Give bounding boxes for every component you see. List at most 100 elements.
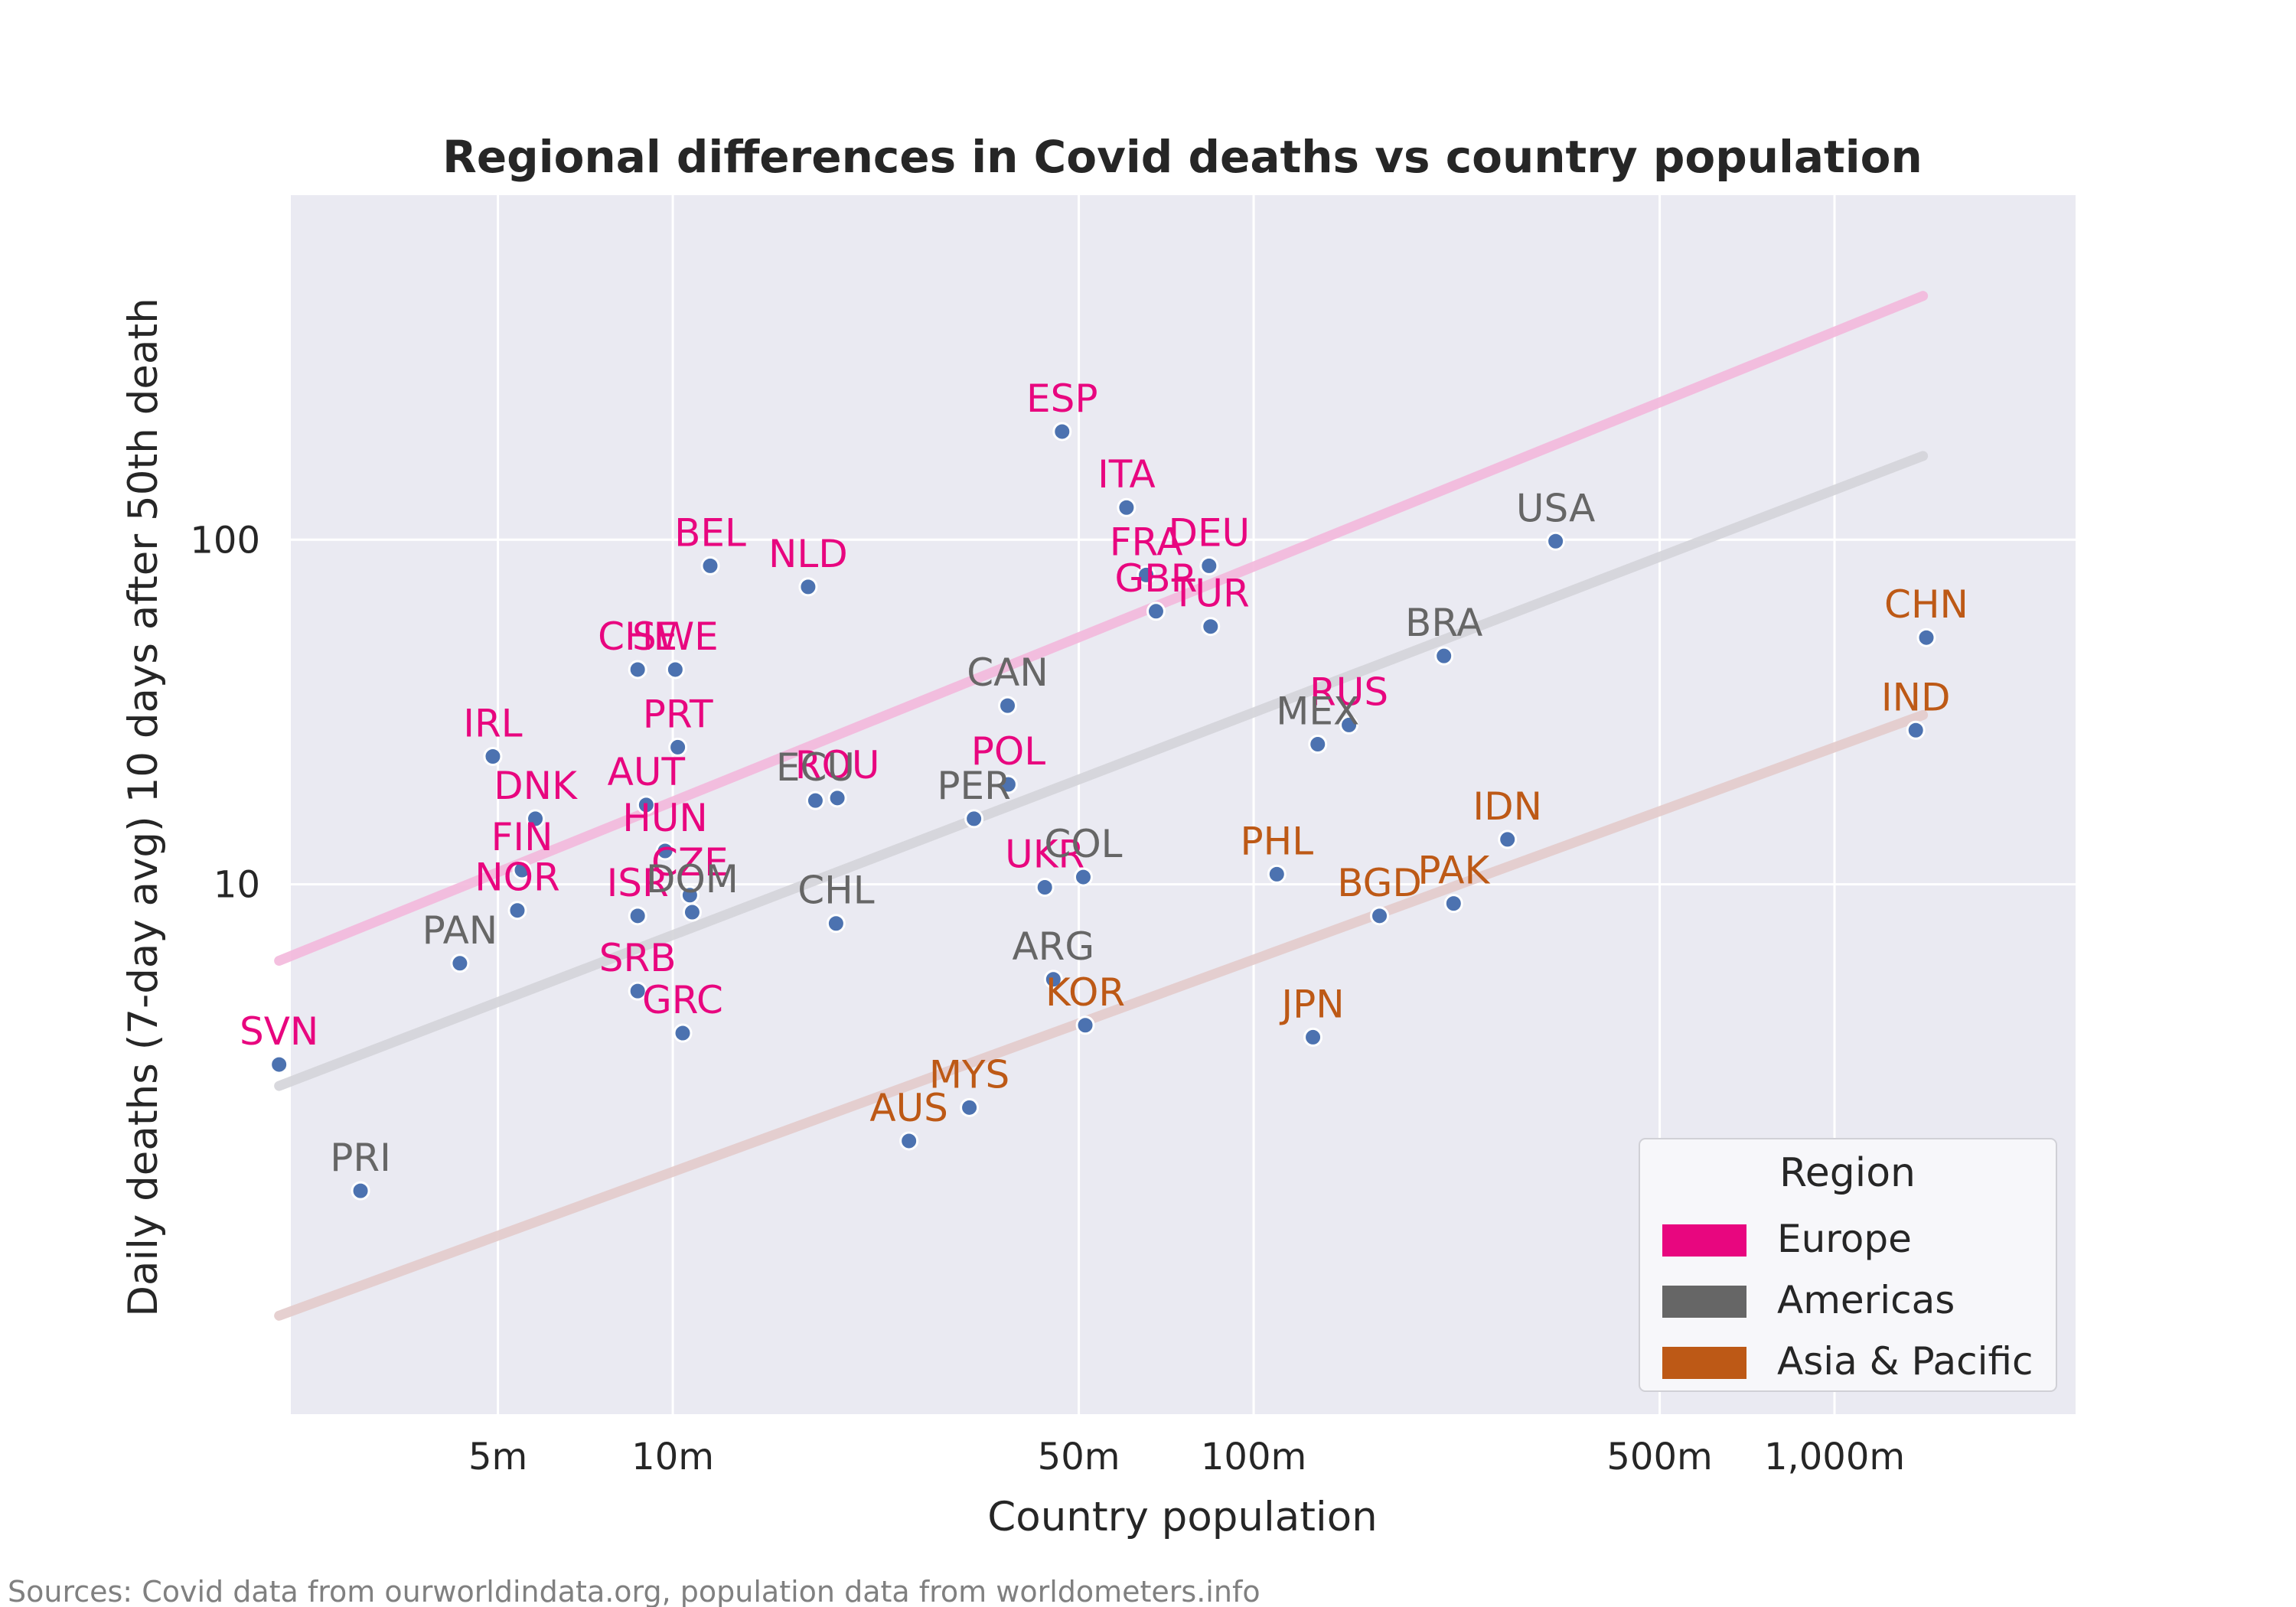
legend-entries: Europe Americas Asia & Pacific — [1662, 1217, 2033, 1384]
point-label-swe: SWE — [632, 614, 719, 659]
legend-title: Region — [1779, 1150, 1916, 1196]
point-label-grc: GRC — [642, 978, 723, 1022]
point-label-mys: MYS — [929, 1052, 1009, 1097]
data-point-nor — [507, 901, 527, 921]
chart-title: Regional differences in Covid deaths vs … — [442, 131, 1923, 183]
source-note: Sources: Covid data from ourworldindata.… — [8, 1575, 1261, 1607]
point-label-mex: MEX — [1276, 689, 1359, 734]
data-point-hun — [655, 841, 675, 861]
data-point-fra — [1137, 565, 1156, 585]
point-label-aus: AUS — [869, 1086, 948, 1130]
trend-lines — [274, 291, 1929, 1321]
legend-swatch-europe — [1662, 1224, 1746, 1257]
data-point-fin — [512, 860, 532, 880]
data-point-aut — [636, 795, 656, 815]
y-tick-label-10: 10 — [214, 864, 260, 907]
point-label-arg: ARG — [1012, 924, 1094, 969]
data-point-prt — [668, 737, 688, 757]
data-point-esp — [1052, 422, 1072, 442]
data-point-pak — [1443, 894, 1463, 914]
point-label-jpn: JPN — [1279, 982, 1344, 1026]
data-point-bra — [1434, 646, 1454, 666]
point-label-kor: KOR — [1045, 970, 1125, 1015]
point-label-fin: FIN — [491, 815, 553, 859]
point-label-ecu: ECU — [776, 745, 855, 790]
trend-line-asia-pacific — [274, 709, 1929, 1321]
data-point-usa — [1546, 531, 1566, 551]
data-point-bgd — [1370, 906, 1390, 926]
point-label-pri: PRI — [330, 1136, 391, 1180]
data-point-swe — [665, 660, 685, 680]
point-label-hun: HUN — [622, 796, 708, 840]
data-point-dom — [682, 902, 702, 922]
point-label-pan: PAN — [422, 908, 498, 953]
point-label-dom: DOM — [646, 857, 739, 901]
point-label-aut: AUT — [608, 750, 686, 794]
data-point-aus — [899, 1131, 919, 1151]
x-axis-label: Country population — [987, 1494, 1377, 1540]
point-label-cze: CZE — [651, 840, 729, 885]
point-label-ind: IND — [1881, 675, 1951, 719]
data-point-ecu — [805, 790, 825, 810]
data-point-ind — [1906, 720, 1926, 740]
x-tick-label-5m: 5m — [468, 1436, 527, 1478]
y-tick-label-100: 100 — [190, 519, 260, 562]
data-point-rou — [827, 788, 847, 808]
point-label-ukr: UKR — [1005, 833, 1084, 877]
point-label-tur: TUR — [1171, 572, 1250, 616]
x-tick-label-100m: 100m — [1201, 1436, 1306, 1478]
point-label-ita: ITA — [1097, 452, 1156, 497]
data-point-isr — [628, 906, 647, 926]
legend-label-asia-pacific: Asia & Pacific — [1777, 1339, 2033, 1384]
legend-label-americas: Americas — [1777, 1278, 1955, 1322]
point-label-esp: ESP — [1026, 376, 1097, 421]
point-label-dnk: DNK — [494, 764, 578, 808]
legend: Region Europe Americas Asia & Pacific — [1639, 1138, 2057, 1392]
data-point-che — [628, 660, 647, 680]
data-point-arg — [1043, 970, 1063, 989]
data-point-srb — [628, 981, 647, 1001]
data-point-bel — [700, 556, 720, 575]
point-label-rus: RUS — [1309, 670, 1388, 714]
x-tick-labels: 5m 10m 50m 100m 500m 1,000m — [468, 1436, 1905, 1478]
point-label-per: PER — [937, 764, 1010, 808]
point-label-srb: SRB — [599, 936, 677, 980]
trend-line-europe — [274, 291, 1929, 966]
point-label-irl: IRL — [463, 702, 522, 746]
data-point-ukr — [1035, 878, 1055, 898]
data-point-chn — [1916, 627, 1936, 647]
data-point-mys — [960, 1097, 980, 1117]
point-label-can: CAN — [967, 650, 1049, 695]
data-point-irl — [483, 747, 503, 767]
point-label-bgd: BGD — [1337, 861, 1422, 905]
data-point-svn — [269, 1054, 289, 1074]
legend-swatch-americas — [1662, 1286, 1746, 1318]
point-label-pol: POL — [971, 729, 1046, 774]
data-point-col — [1073, 867, 1093, 887]
data-point-chl — [826, 914, 846, 934]
data-point-nld — [798, 577, 818, 597]
x-tick-label-500m: 500m — [1606, 1436, 1712, 1478]
point-label-phl: PHL — [1240, 819, 1313, 863]
data-point-mex — [1308, 735, 1328, 755]
point-label-bra: BRA — [1405, 601, 1482, 645]
point-label-rou: ROU — [795, 743, 880, 787]
data-point-tur — [1201, 617, 1221, 637]
y-axis-label: Daily deaths (7-day avg) 10 days after 5… — [120, 298, 167, 1317]
data-point-pol — [998, 774, 1018, 794]
point-label-usa: USA — [1516, 486, 1595, 530]
data-point-can — [998, 696, 1018, 715]
point-label-deu: DEU — [1168, 510, 1250, 555]
point-label-nor: NOR — [475, 856, 560, 900]
point-label-fra: FRA — [1110, 520, 1183, 564]
point-label-col: COL — [1044, 822, 1122, 866]
point-label-che: CHE — [598, 614, 677, 659]
legend-swatch-asia-pacific — [1662, 1347, 1746, 1379]
data-point-dnk — [526, 809, 546, 829]
point-label-isr: ISR — [607, 861, 669, 905]
data-points — [269, 422, 1936, 1201]
data-point-pan — [450, 953, 470, 973]
data-point-grc — [673, 1023, 693, 1043]
data-point-pri — [351, 1181, 370, 1201]
